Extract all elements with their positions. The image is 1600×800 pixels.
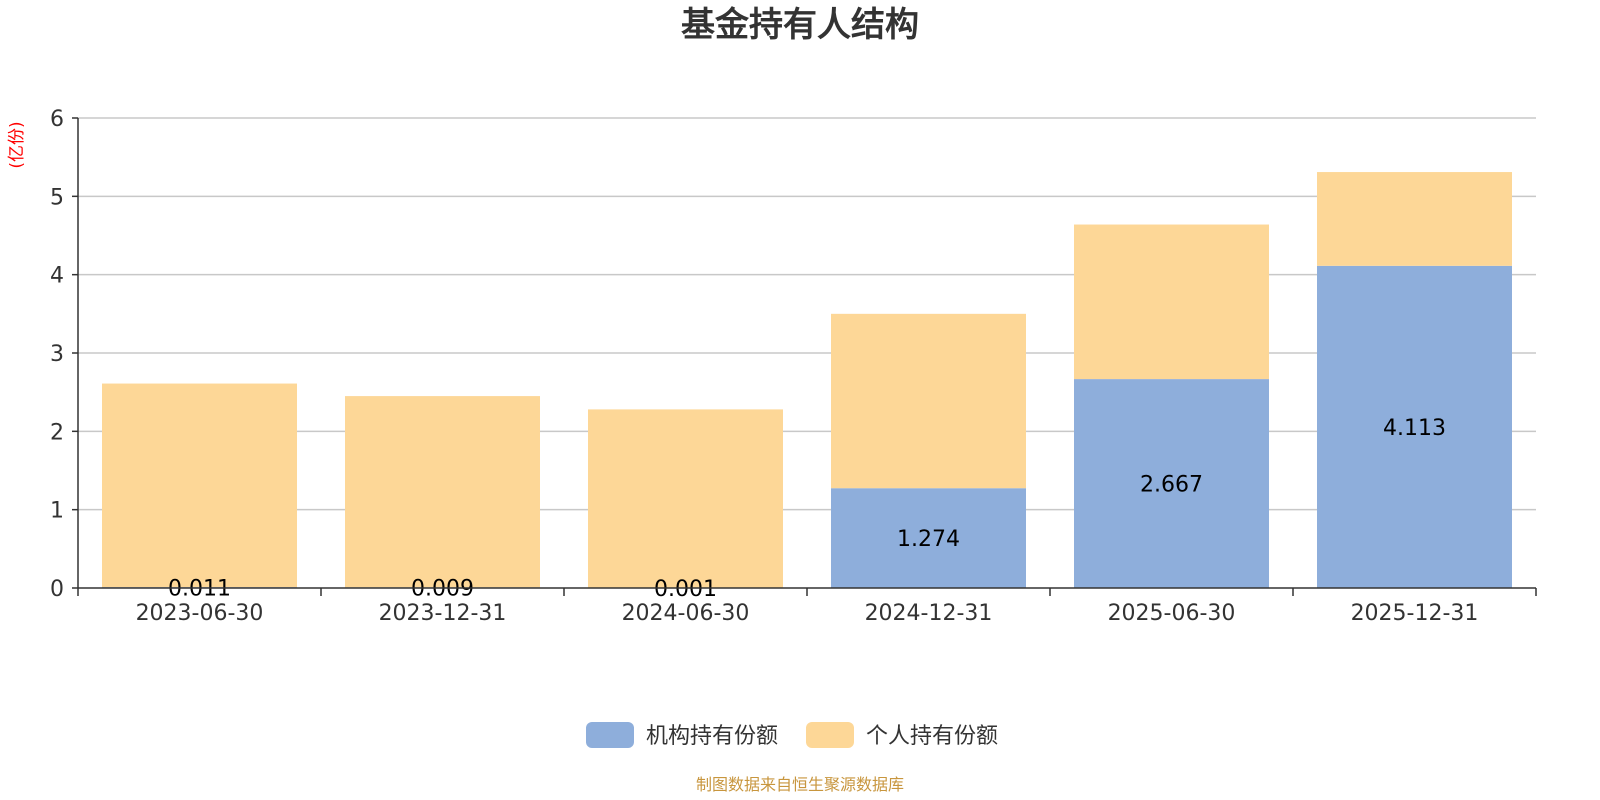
legend-swatch-institutional [586, 722, 634, 748]
bar-institutional [1074, 379, 1269, 588]
bar-institutional [831, 488, 1026, 588]
chart-title: 基金持有人结构 [681, 5, 919, 45]
source-note: 制图数据来自恒生聚源数据库 [696, 775, 904, 794]
x-tick-label: 2025-06-30 [1108, 601, 1236, 626]
y-tick-label: 0 [50, 577, 64, 602]
grid-lines [78, 117, 1536, 511]
data-label-institutional: 1.274 [897, 527, 960, 552]
legend-label-institutional: 机构持有份额 [646, 724, 778, 749]
bars-group [102, 172, 1512, 588]
y-tick-label: 6 [50, 107, 64, 132]
data-label-institutional: 2.667 [1140, 473, 1203, 498]
legend: 机构持有份额 个人持有份额 [586, 722, 998, 749]
bar-institutional [1317, 265, 1512, 588]
x-tick-label: 2024-12-31 [865, 601, 993, 626]
bar-individual [1317, 172, 1512, 266]
data-label-institutional: 0.009 [411, 577, 474, 602]
data-labels-group: 0.011 0.009 0.001 1.274 2.667 4.113 [168, 416, 1446, 602]
data-label-institutional: 0.011 [168, 577, 231, 602]
legend-label-individual: 个人持有份额 [866, 724, 998, 749]
legend-swatch-individual [806, 722, 854, 748]
y-axis-unit: (亿份) [7, 121, 27, 168]
bar-individual [831, 313, 1026, 489]
bar-individual [1074, 224, 1269, 380]
x-tick-label: 2025-12-31 [1351, 601, 1479, 626]
bar-individual [588, 409, 783, 588]
x-tick-label: 2023-06-30 [136, 601, 264, 626]
x-tick-label: 2024-06-30 [622, 601, 750, 626]
data-label-institutional: 4.113 [1383, 416, 1446, 441]
x-tick-label: 2023-12-31 [379, 601, 507, 626]
bar-individual [102, 383, 297, 588]
y-tick-label: 4 [50, 264, 64, 289]
y-tick-label: 5 [50, 185, 64, 210]
y-tick-label: 1 [50, 499, 64, 524]
y-tick-label: 3 [50, 342, 64, 367]
data-label-institutional: 0.001 [654, 577, 717, 602]
y-tick-label: 2 [50, 420, 64, 445]
axes-group: 0 1 2 3 4 5 6 2023-06-30 2023-12-31 2024-06-30 202… [50, 107, 1537, 626]
bar-individual [345, 396, 540, 588]
